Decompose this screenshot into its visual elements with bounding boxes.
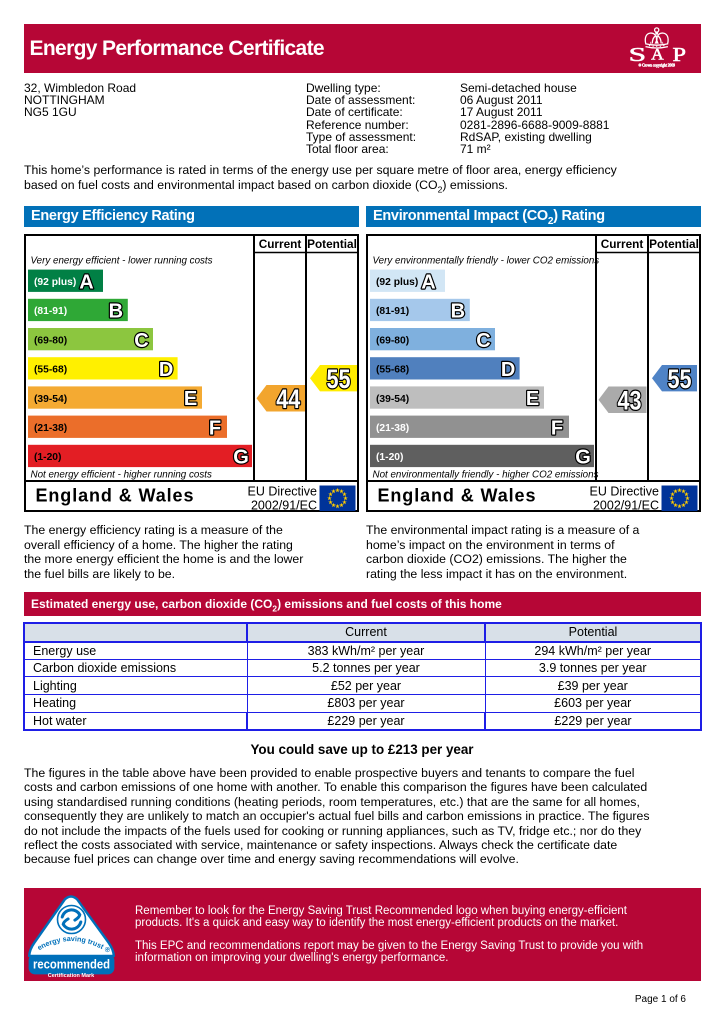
- svg-text:(1-20): (1-20): [376, 452, 403, 463]
- svg-text:2002/91/EC: 2002/91/EC: [251, 498, 317, 512]
- svg-text:F: F: [209, 417, 221, 439]
- svg-text:(55-68): (55-68): [34, 365, 67, 376]
- svg-text:Not energy efficient - higher: Not energy efficient - higher running co…: [31, 470, 212, 481]
- svg-text:G: G: [233, 447, 249, 469]
- svg-text:Not environmentally friendly -: Not environmentally friendly - higher CO…: [373, 470, 599, 481]
- svg-text:E: E: [184, 388, 197, 410]
- svg-text:D: D: [501, 359, 515, 381]
- svg-text:B: B: [109, 301, 123, 323]
- svg-text:Current: Current: [259, 237, 302, 251]
- svg-text:D: D: [159, 359, 173, 381]
- svg-text:G: G: [575, 447, 591, 469]
- svg-text:England & Wales: England & Wales: [36, 486, 195, 506]
- svg-text:(55-68): (55-68): [376, 365, 409, 376]
- svg-text:A: A: [79, 271, 93, 293]
- svg-text:(1-20): (1-20): [34, 452, 61, 463]
- svg-text:44: 44: [276, 384, 300, 414]
- svg-text:(39-54): (39-54): [34, 394, 67, 405]
- svg-text:England & Wales: England & Wales: [378, 486, 537, 506]
- svg-text:C: C: [476, 330, 490, 352]
- svg-text:(39-54): (39-54): [376, 394, 409, 405]
- svg-text:B: B: [451, 301, 465, 323]
- svg-text:(92 plus): (92 plus): [376, 277, 418, 288]
- svg-text:E: E: [526, 388, 539, 410]
- svg-text:EU Directive: EU Directive: [590, 485, 660, 499]
- svg-text:Potential: Potential: [649, 237, 699, 251]
- svg-text:(81-91): (81-91): [34, 306, 67, 317]
- svg-text:2002/91/EC: 2002/91/EC: [593, 498, 659, 512]
- svg-text:55: 55: [327, 364, 351, 394]
- svg-text:Very environmentally friendly: Very environmentally friendly - lower CO…: [373, 256, 600, 267]
- svg-text:Potential: Potential: [307, 237, 357, 251]
- svg-text:Current: Current: [601, 237, 644, 251]
- svg-text:(21-38): (21-38): [34, 423, 67, 434]
- svg-text:C: C: [134, 330, 148, 352]
- svg-text:S: S: [629, 44, 647, 66]
- svg-text:EU Directive: EU Directive: [248, 485, 318, 499]
- svg-text:(69-80): (69-80): [376, 335, 409, 346]
- svg-text:Very energy efficient - lower: Very energy efficient - lower running co…: [31, 256, 213, 267]
- svg-text:A: A: [421, 271, 435, 293]
- svg-text:(92 plus): (92 plus): [34, 277, 76, 288]
- svg-text:© Crown copyright 2009: © Crown copyright 2009: [639, 62, 676, 67]
- svg-text:A: A: [651, 47, 664, 64]
- svg-text:P: P: [673, 44, 687, 66]
- svg-text:(69-80): (69-80): [34, 335, 67, 346]
- svg-text:55: 55: [668, 364, 692, 394]
- svg-text:(21-38): (21-38): [376, 423, 409, 434]
- svg-text:F: F: [551, 417, 563, 439]
- svg-text:43: 43: [618, 385, 642, 415]
- svg-text:recommended: recommended: [33, 957, 110, 972]
- svg-text:(81-91): (81-91): [376, 306, 409, 317]
